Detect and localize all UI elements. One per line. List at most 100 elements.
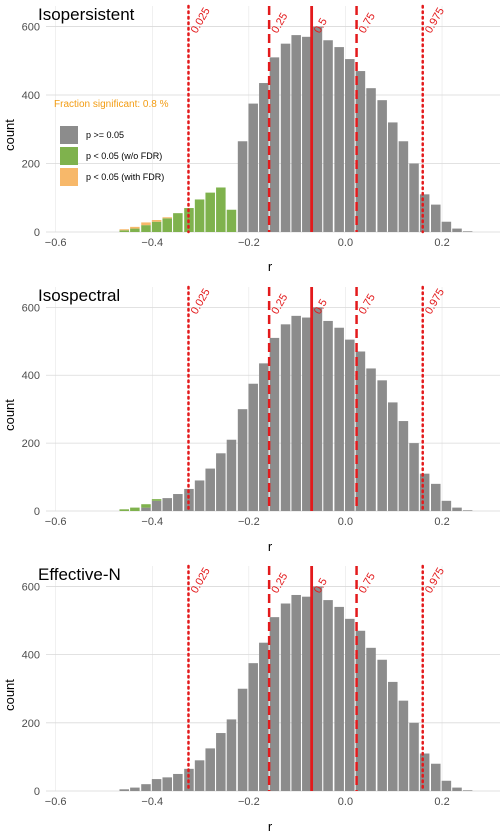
legend-label-ns: p >= 0.05 xyxy=(86,130,124,140)
histogram-bar xyxy=(141,225,151,232)
histogram-bar xyxy=(141,222,151,226)
histogram-bar xyxy=(259,642,269,791)
histogram-bar xyxy=(334,47,344,232)
quantile-label: 0.025 xyxy=(189,566,213,596)
histogram-bar xyxy=(130,228,140,232)
histogram-bar xyxy=(345,618,355,791)
histogram-bar xyxy=(409,443,419,511)
histogram-bar xyxy=(184,488,194,511)
histogram-bar xyxy=(280,603,291,791)
panel-title: Isopersistent xyxy=(38,5,135,24)
y-axis-title: count xyxy=(2,399,17,431)
histogram-bar xyxy=(409,722,419,791)
x-tick-label: 0.0 xyxy=(338,516,353,528)
y-tick-label: 0 xyxy=(34,786,40,798)
histogram-bar xyxy=(237,409,248,511)
histogram-bar xyxy=(151,779,162,791)
histogram-bar xyxy=(312,26,323,232)
legend-swatch-ns xyxy=(60,126,78,144)
quantile-label: 0.25 xyxy=(269,571,290,596)
histogram-bar xyxy=(141,504,151,508)
y-tick-label: 600 xyxy=(22,302,40,314)
y-axis-title: count xyxy=(2,119,17,151)
histogram-bar xyxy=(259,83,269,232)
x-tick-label: −0.2 xyxy=(238,516,260,528)
histogram-bar xyxy=(216,733,226,791)
fraction-significant-annotation: Fraction significant: 0.8 % xyxy=(54,99,169,110)
histogram-bar xyxy=(248,663,258,791)
histogram-bar xyxy=(151,221,162,232)
x-tick-label: 0.2 xyxy=(434,237,449,249)
histogram-bar xyxy=(173,213,183,232)
histogram-bar xyxy=(441,500,452,511)
histogram-bar xyxy=(302,596,312,791)
x-tick-label: −0.6 xyxy=(45,237,67,249)
histogram-bar xyxy=(280,43,291,232)
x-tick-label: −0.6 xyxy=(45,516,67,528)
histogram-bar xyxy=(151,499,162,501)
histogram-bar xyxy=(334,327,344,511)
histogram-bar xyxy=(173,494,183,511)
histogram-bar xyxy=(366,647,376,791)
x-axis-title: r xyxy=(268,539,273,554)
y-tick-label: 400 xyxy=(22,90,40,102)
histogram-bar xyxy=(216,453,226,511)
histogram-bar xyxy=(388,122,398,232)
histogram-bar xyxy=(388,681,398,791)
histogram-bar xyxy=(248,383,258,511)
legend-swatch-wo xyxy=(60,147,78,165)
histogram-bar xyxy=(162,777,172,791)
y-tick-label: 200 xyxy=(22,438,40,450)
x-tick-label: −0.2 xyxy=(238,796,260,808)
histogram-bar xyxy=(431,763,441,791)
histogram-bar xyxy=(248,103,258,232)
histogram-bar xyxy=(398,700,409,791)
y-axis-title: count xyxy=(2,679,17,711)
histogram-bar xyxy=(377,380,387,511)
histogram-bar xyxy=(269,57,280,233)
panel-title: Effective-N xyxy=(38,565,121,584)
histogram-bar xyxy=(119,230,130,232)
x-axis-title: r xyxy=(268,259,273,274)
histogram-bar xyxy=(291,35,301,232)
quantile-label: 0.975 xyxy=(423,287,447,317)
histogram-bar xyxy=(355,630,366,791)
y-tick-label: 200 xyxy=(22,718,40,730)
histogram-bar xyxy=(119,509,130,511)
histogram-bar xyxy=(452,228,462,232)
histogram-bar xyxy=(323,40,333,232)
x-tick-label: −0.4 xyxy=(141,516,163,528)
x-tick-label: 0.0 xyxy=(338,796,353,808)
histogram-bar xyxy=(269,337,280,511)
histogram-bar xyxy=(388,402,398,511)
histogram-bar xyxy=(377,100,387,233)
quantile-label: 0.25 xyxy=(269,11,290,36)
histogram-bar xyxy=(119,229,130,231)
histogram-bar xyxy=(291,315,301,511)
histogram-bar xyxy=(312,586,323,791)
histogram-bar xyxy=(237,141,248,232)
y-tick-label: 200 xyxy=(22,159,40,171)
histogram-bar xyxy=(355,351,366,511)
histogram-bar xyxy=(398,421,409,511)
quantile-label: 0.25 xyxy=(269,292,290,317)
histogram-bar xyxy=(419,194,430,232)
histogram-bar xyxy=(334,606,344,791)
histogram-bar xyxy=(377,659,387,791)
histogram-bar xyxy=(194,480,205,511)
histogram-bar xyxy=(216,187,226,232)
histogram-bar xyxy=(259,363,269,511)
histogram-bar xyxy=(419,473,430,511)
histogram-bar xyxy=(291,594,301,791)
histogram-bar xyxy=(162,218,172,232)
quantile-label: 0.975 xyxy=(423,566,447,596)
histogram-bar xyxy=(323,320,333,511)
histogram-bar xyxy=(151,500,162,511)
x-axis-title: r xyxy=(268,819,273,834)
x-tick-label: −0.2 xyxy=(238,237,260,249)
histogram-bar xyxy=(280,324,291,511)
histogram-bar xyxy=(141,784,151,791)
